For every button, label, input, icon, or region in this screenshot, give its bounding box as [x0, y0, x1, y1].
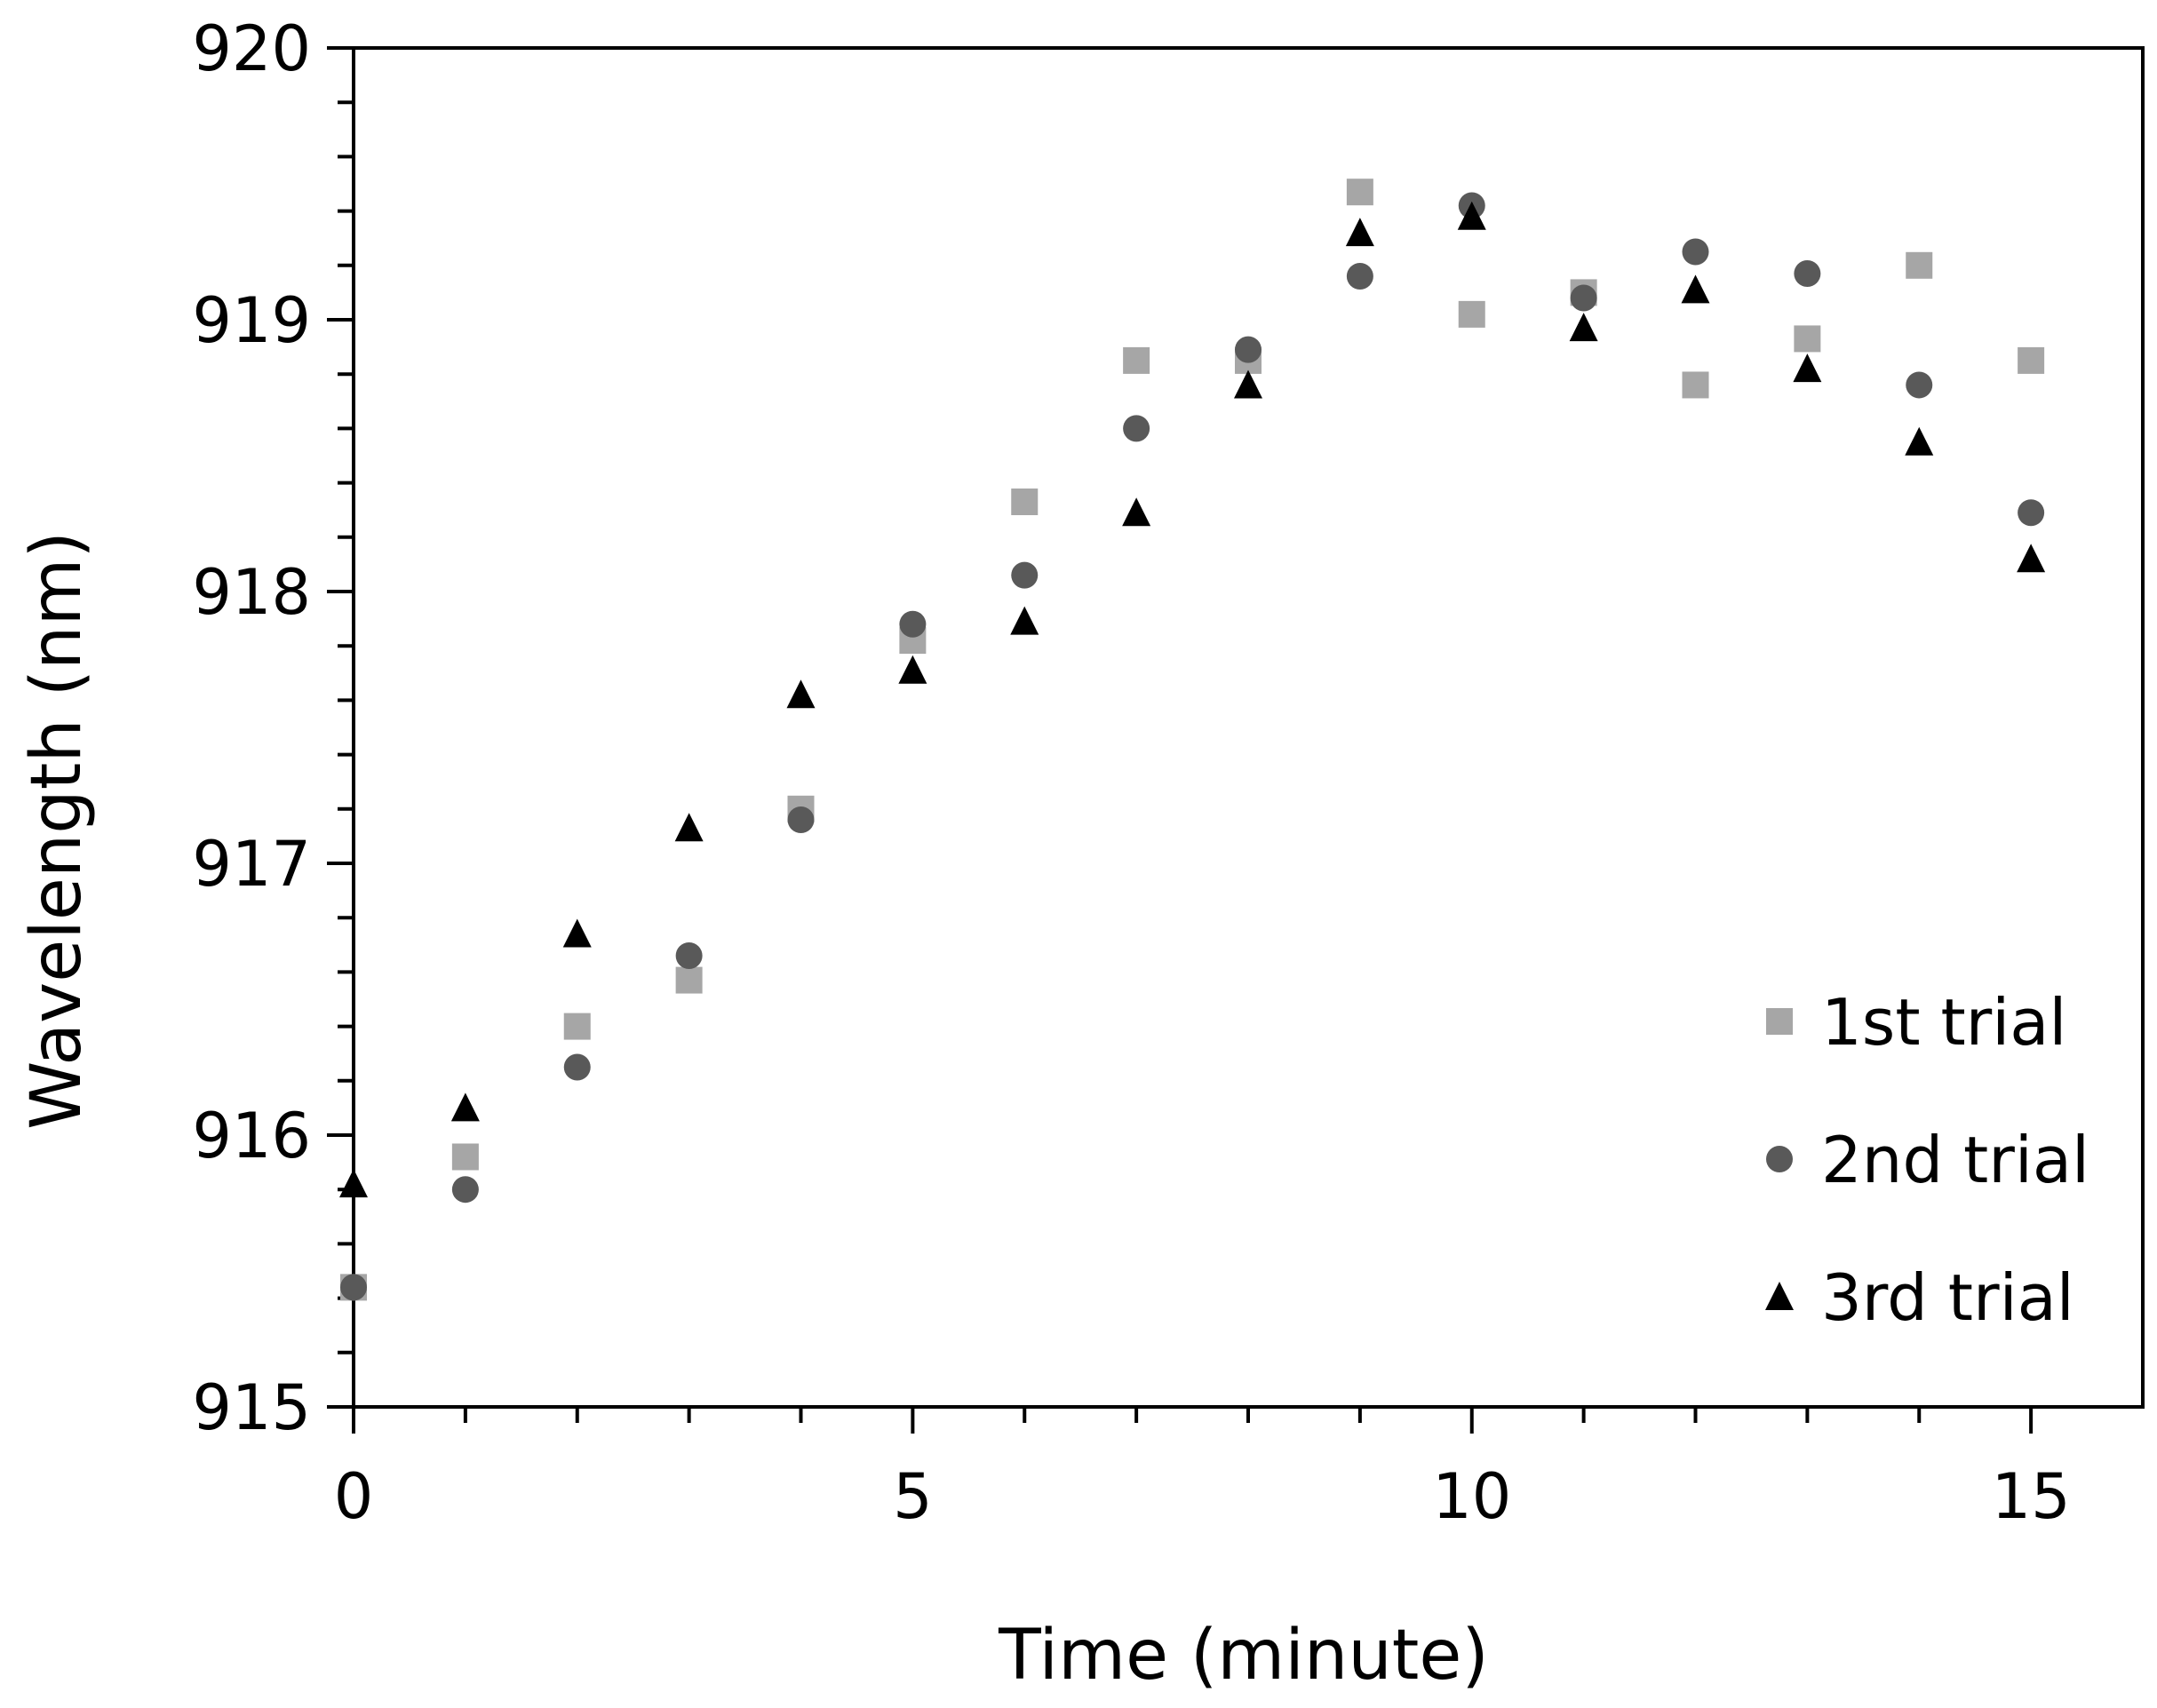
data-point-triangle	[450, 1092, 480, 1122]
x-tick-label: 0	[334, 1460, 374, 1533]
tick-labels: 915 916 917 918 919 920 0 5 10 15	[192, 12, 2070, 1533]
series-2	[340, 192, 2045, 1301]
x-axis-title: Time (minute)	[998, 1616, 1489, 1696]
data-point-square	[1346, 179, 1373, 206]
legend-label: 1st trial	[1821, 985, 2066, 1060]
data-point-circle	[675, 942, 703, 970]
data-point-square	[1794, 325, 1821, 353]
x-tick-label: 15	[1992, 1460, 2071, 1533]
tick-marks	[327, 46, 2034, 1434]
data-point-triangle	[1457, 201, 1486, 230]
y-tick-label: 919	[192, 284, 311, 357]
data-point-triangle	[1681, 274, 1710, 304]
legend-marker-triangle	[1765, 1282, 1794, 1310]
legend-label: 3rd trial	[1821, 1260, 2074, 1335]
data-point-circle	[1906, 371, 1933, 399]
legend: 1st trial 2nd trial 3rd trial	[1765, 985, 2089, 1335]
data-points	[339, 179, 2046, 1301]
x-tick-label: 10	[1432, 1460, 1511, 1533]
legend-marker-circle	[1766, 1146, 1793, 1172]
legend-item: 1st trial	[1766, 985, 2066, 1060]
legend-marker-square	[1766, 1008, 1793, 1035]
data-point-triangle	[1122, 497, 1151, 527]
data-point-square	[451, 1143, 479, 1171]
data-point-square	[675, 966, 703, 994]
data-point-circle	[1123, 415, 1150, 442]
y-tick-label: 917	[192, 828, 311, 901]
data-point-triangle	[339, 1169, 368, 1198]
legend-item: 3rd trial	[1765, 1260, 2074, 1335]
series-1	[340, 179, 2045, 1301]
y-tick-label: 915	[192, 1371, 311, 1444]
data-point-square	[1458, 300, 1485, 328]
data-point-circle	[2018, 499, 2045, 527]
data-point-circle	[1346, 263, 1373, 290]
data-point-triangle	[1234, 369, 1262, 399]
data-point-triangle	[1793, 354, 1822, 383]
x-tick-label: 5	[893, 1460, 933, 1533]
data-point-triangle	[674, 813, 704, 842]
axes	[352, 46, 2145, 1409]
data-point-triangle	[786, 679, 816, 709]
data-point-circle	[1570, 284, 1597, 312]
data-point-circle	[1794, 259, 1821, 287]
data-point-triangle	[1569, 313, 1598, 342]
data-point-square	[1123, 346, 1150, 374]
data-point-circle	[899, 610, 927, 638]
y-tick-label: 916	[192, 1100, 311, 1172]
data-point-circle	[1682, 238, 1709, 266]
data-point-square	[2018, 346, 2045, 374]
data-point-triangle	[1010, 606, 1039, 635]
y-tick-label: 918	[192, 556, 311, 629]
data-point-square	[563, 1013, 591, 1040]
data-point-circle	[340, 1274, 367, 1301]
data-point-square	[1682, 371, 1709, 399]
legend-label: 2nd trial	[1821, 1123, 2089, 1197]
data-point-triangle	[562, 918, 592, 948]
y-tick-label: 920	[192, 12, 311, 85]
legend-item: 2nd trial	[1766, 1123, 2089, 1197]
series-3	[339, 201, 2046, 1198]
data-point-triangle	[1905, 426, 1934, 456]
data-point-triangle	[898, 655, 927, 684]
data-point-triangle	[2017, 544, 2046, 573]
data-point-circle	[563, 1053, 591, 1081]
data-point-circle	[451, 1176, 479, 1204]
y-axis-title: Wavelength (nm)	[17, 531, 97, 1130]
plot-frame	[352, 46, 2145, 1409]
data-point-circle	[1235, 336, 1262, 363]
data-point-square	[1011, 489, 1039, 516]
data-point-triangle	[1345, 218, 1374, 247]
data-point-circle	[1011, 561, 1039, 589]
data-point-circle	[787, 806, 815, 834]
data-point-square	[1906, 251, 1933, 279]
